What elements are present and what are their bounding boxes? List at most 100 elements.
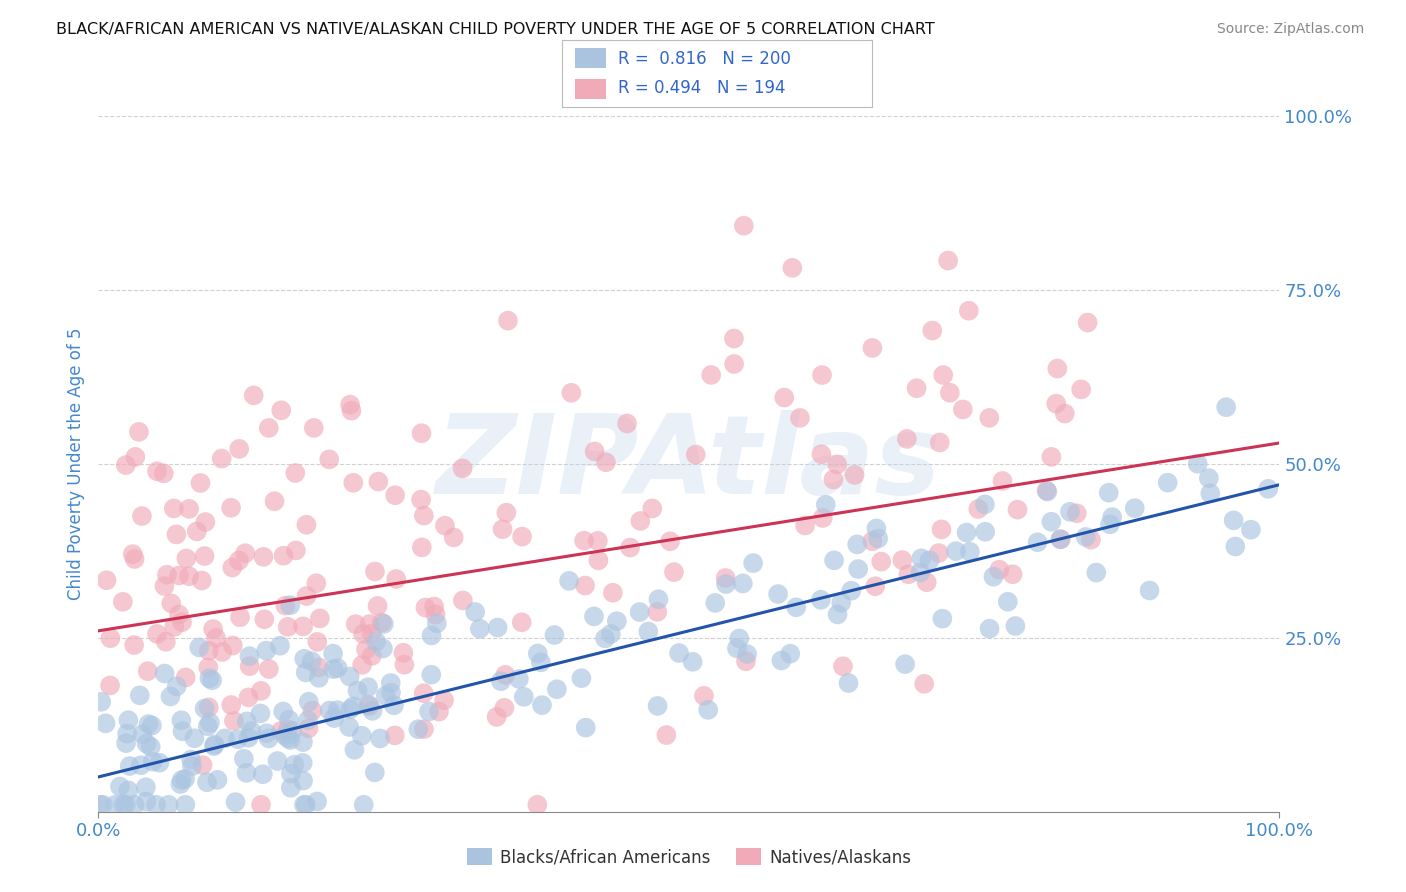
Point: [253, 612, 276, 626]
Point: [343, 743, 366, 757]
Point: [278, 733, 301, 747]
Point: [274, 729, 297, 743]
Point: [179, 502, 201, 516]
Y-axis label: Child Poverty Under the Age of 5: Child Poverty Under the Age of 5: [66, 327, 84, 600]
Point: [179, 569, 201, 583]
Point: [104, 797, 127, 812]
Point: [1257, 482, 1279, 496]
Point: [294, 665, 316, 680]
Point: [928, 435, 950, 450]
Point: [225, 795, 247, 809]
Point: [174, 670, 197, 684]
Point: [1070, 383, 1092, 397]
Point: [1049, 533, 1071, 547]
Point: [235, 765, 257, 780]
Point: [254, 643, 277, 657]
Point: [135, 780, 157, 795]
Point: [955, 525, 977, 540]
Point: [295, 517, 318, 532]
Point: [163, 620, 186, 634]
Point: [160, 596, 183, 610]
Point: [823, 473, 845, 487]
Point: [794, 518, 817, 533]
Point: [131, 727, 153, 741]
Point: [90, 695, 112, 709]
Point: [96, 573, 118, 587]
Point: [468, 622, 491, 636]
Point: [274, 599, 297, 613]
Point: [1098, 485, 1121, 500]
Point: [1139, 583, 1161, 598]
Point: [662, 565, 685, 579]
Point: [353, 797, 375, 812]
Point: [148, 756, 170, 770]
Point: [124, 797, 146, 812]
Point: [256, 726, 278, 740]
Point: [257, 731, 280, 746]
Point: [250, 684, 273, 698]
Point: [575, 721, 598, 735]
Point: [659, 534, 682, 549]
Point: [165, 527, 187, 541]
Point: [198, 671, 221, 685]
Point: [616, 417, 638, 431]
Point: [865, 521, 887, 535]
Point: [277, 731, 299, 746]
Point: [983, 570, 1005, 584]
Point: [138, 717, 160, 731]
Point: [1123, 501, 1146, 516]
Point: [257, 421, 280, 435]
Point: [280, 766, 302, 780]
Point: [142, 755, 165, 769]
Point: [344, 617, 367, 632]
Point: [510, 530, 533, 544]
Point: [433, 693, 456, 707]
Point: [423, 599, 446, 614]
Point: [1040, 450, 1063, 464]
Point: [194, 515, 217, 529]
Point: [124, 450, 146, 464]
Point: [368, 731, 391, 746]
Point: [588, 553, 610, 567]
Point: [583, 444, 606, 458]
Point: [118, 759, 141, 773]
Point: [153, 579, 176, 593]
Point: [181, 759, 204, 773]
Point: [193, 549, 215, 563]
Point: [988, 563, 1011, 577]
Point: [202, 739, 225, 753]
Point: [582, 609, 605, 624]
Point: [489, 674, 512, 689]
Point: [156, 567, 179, 582]
Point: [277, 723, 299, 737]
Point: [647, 592, 669, 607]
Point: [574, 578, 596, 592]
Point: [301, 654, 323, 668]
Point: [305, 576, 328, 591]
Point: [586, 533, 609, 548]
Point: [136, 664, 159, 678]
Point: [284, 543, 307, 558]
Point: [896, 432, 918, 446]
Point: [117, 713, 139, 727]
Point: [167, 568, 190, 582]
Point: [1085, 566, 1108, 580]
Point: [1215, 400, 1237, 414]
Point: [957, 303, 980, 318]
Point: [846, 537, 869, 551]
Text: R =  0.816   N = 200: R = 0.816 N = 200: [619, 50, 792, 68]
Point: [427, 705, 450, 719]
Point: [159, 690, 181, 704]
Point: [273, 549, 295, 563]
Point: [1053, 407, 1076, 421]
Point: [129, 758, 152, 772]
Point: [411, 426, 433, 441]
Point: [967, 502, 990, 516]
Point: [894, 657, 917, 672]
Point: [232, 752, 254, 766]
Point: [292, 619, 315, 633]
Point: [530, 698, 553, 713]
Point: [364, 765, 387, 780]
Point: [205, 631, 228, 645]
Point: [1077, 316, 1099, 330]
